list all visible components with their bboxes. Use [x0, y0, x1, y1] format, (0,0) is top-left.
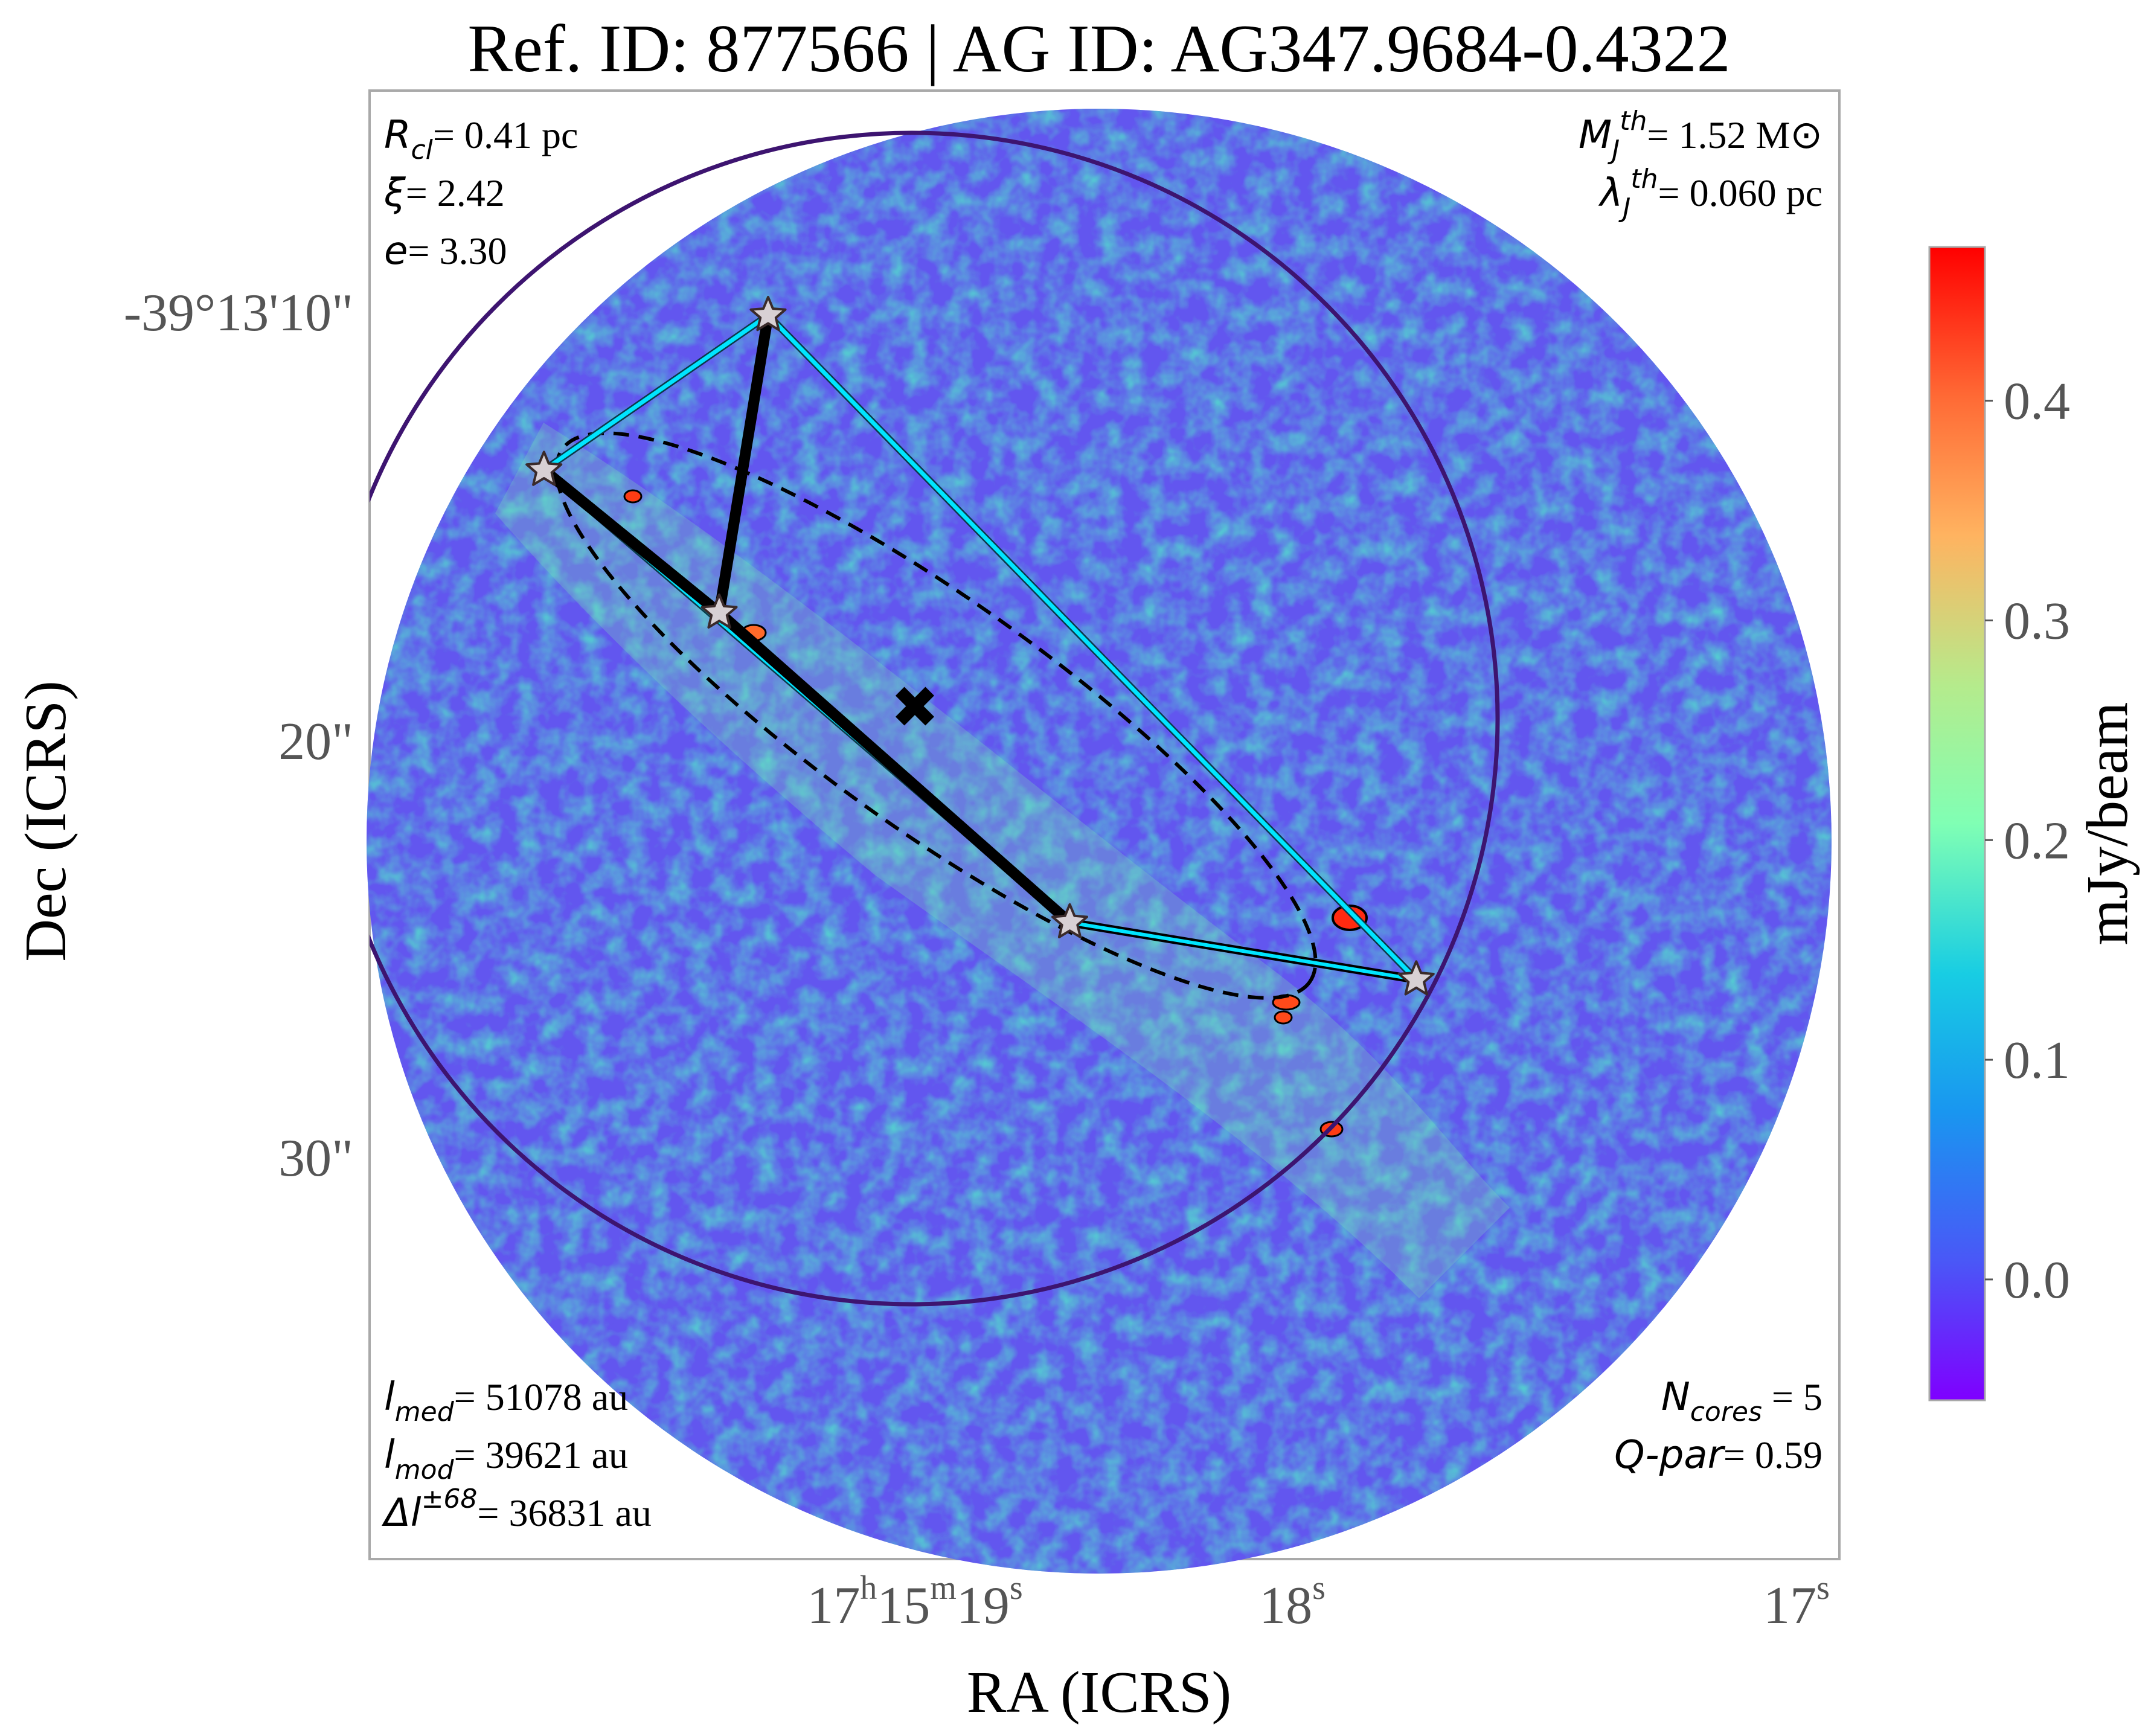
annotation-line: Rcl= 0.41 pc [384, 113, 578, 165]
annotation-subscript: cl [411, 135, 433, 165]
annotation-line: Ncores = 5 [1661, 1375, 1822, 1427]
core-star-marker [749, 296, 787, 332]
annotation-symbol: l [384, 1433, 395, 1478]
image-map [367, 109, 1832, 1574]
mst-edge [714, 310, 774, 618]
x-tick-label: 17s [1763, 1569, 1830, 1635]
x-tick-unit: s [1010, 1569, 1023, 1607]
x-tick-unit: s [1816, 1569, 1830, 1607]
annotation-symbol: l [384, 1375, 395, 1420]
x-tick-label: 18s [1259, 1569, 1326, 1635]
annotation-symbol: Δl [381, 1491, 422, 1536]
annotation-line: Q-par= 0.59 [1614, 1433, 1822, 1478]
x-tick-unit: m [930, 1569, 957, 1607]
annotation-subscript: cores [1690, 1397, 1762, 1427]
annotation-line: lmed= 51078 au [384, 1375, 628, 1427]
annotation-superscript: th [1630, 164, 1658, 194]
x-tick-label: 17h15m19s [807, 1569, 1022, 1635]
annotation-symbol: ξ [383, 171, 406, 216]
colorbar-tick-label: 0.4 [2004, 373, 2070, 431]
annotation-superscript: ±68 [422, 1484, 478, 1514]
annotation-symbol: N [1661, 1375, 1690, 1420]
colorbar-label: mJy/beam [2075, 702, 2140, 946]
annotation-value: = 39621 au [454, 1433, 629, 1476]
core-star-marker [700, 593, 738, 629]
annotation-value: = 0.41 pc [433, 114, 579, 156]
mst-edge [538, 464, 725, 618]
x-tick-unit: s [1312, 1569, 1326, 1607]
y-axis-ticks: -39°13'10" 20" 30" [124, 284, 353, 1188]
x-tick-number: 18 [1259, 1577, 1312, 1635]
annotation-symbol: M [1579, 113, 1612, 158]
core-star-marker [1397, 960, 1435, 996]
cluster-ellipse [554, 431, 1318, 1000]
mst-edge [1068, 920, 1419, 982]
annotations-top-right: MJth= 1.52 M⊙λJth= 0.060 pc [1579, 106, 1822, 223]
y-tick-label: 30" [278, 1129, 353, 1188]
colorbar [1928, 246, 1986, 1401]
annotation-symbol: λ [1598, 171, 1623, 216]
y-axis-label: Dec (ICRS) [13, 681, 79, 961]
chart-title: Ref. ID: 877566 | AG ID: AG347.9684-0.43… [467, 11, 1730, 86]
colorbar-tick-label: 0.3 [2004, 592, 2070, 650]
x-axis-ticks: 17h15m19s 18s 17s [807, 1569, 1830, 1635]
annotation-line: λJth= 0.060 pc [1598, 164, 1823, 223]
annotation-superscript: th [1620, 106, 1647, 136]
colorbar-tick-label: 0.2 [2004, 812, 2070, 870]
x-tick-number: 15 [877, 1577, 930, 1635]
annotation-value: = 5 [1762, 1376, 1822, 1418]
annotation-line: ξ= 2.42 [383, 171, 505, 216]
x-tick-unit: h [860, 1569, 877, 1607]
annotation-value: = 0.59 [1723, 1433, 1822, 1476]
annotation-value: = 36831 au [477, 1491, 652, 1534]
core-star-marker [525, 450, 563, 486]
y-tick-label: -39°13'10" [124, 284, 353, 342]
annotation-symbol: e [384, 229, 408, 274]
x-tick-number: 19 [957, 1577, 1010, 1635]
colorbar-tick-label: 0.0 [2004, 1251, 2070, 1310]
annotation-value: = 1.52 M⊙ [1647, 114, 1822, 156]
annotation-line: MJth= 1.52 M⊙ [1579, 106, 1822, 165]
x-axis-label: RA (ICRS) [967, 1660, 1231, 1725]
minimum-spanning-tree [538, 310, 1421, 984]
annotations-bottom-right: Ncores = 5 Q-par= 0.59 [1614, 1375, 1822, 1478]
annotation-value: = 51078 au [454, 1376, 629, 1418]
cluster-center-marker: ✖ [891, 673, 939, 741]
annotation-value: = 2.42 [406, 171, 505, 214]
annotation-symbol: R [384, 113, 411, 158]
annotation-symbol: Q-par [1614, 1433, 1726, 1478]
annotation-subscript: med [395, 1397, 455, 1427]
y-tick-label: 20" [278, 713, 353, 771]
colorbar-tick-label: 0.1 [2004, 1031, 2070, 1090]
core-markers [525, 296, 1435, 996]
x-tick-number: 17 [1763, 1577, 1816, 1635]
cluster-circle [370, 130, 1500, 1307]
x-tick-number: 17 [807, 1577, 860, 1635]
annotation-line: e= 3.30 [384, 229, 507, 274]
annotation-value: = 3.30 [408, 229, 507, 272]
annotation-subscript: mod [395, 1455, 455, 1485]
core-star-marker [1051, 903, 1088, 938]
annotation-value: = 0.060 pc [1658, 171, 1823, 214]
annotation-line: Δl±68= 36831 au [381, 1484, 652, 1536]
annotation-line: lmod= 39621 au [384, 1433, 628, 1485]
colorbar-ticks: 0.0 0.1 0.2 0.3 0.4 [1985, 373, 2070, 1310]
mst-edge [714, 607, 1076, 928]
annotations-top-left: Rcl= 0.41 pc ξ= 2.42 e= 3.30 [383, 113, 578, 274]
